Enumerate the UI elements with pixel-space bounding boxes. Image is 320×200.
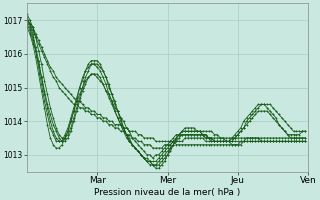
X-axis label: Pression niveau de la mer( hPa ): Pression niveau de la mer( hPa ) [94, 188, 241, 197]
